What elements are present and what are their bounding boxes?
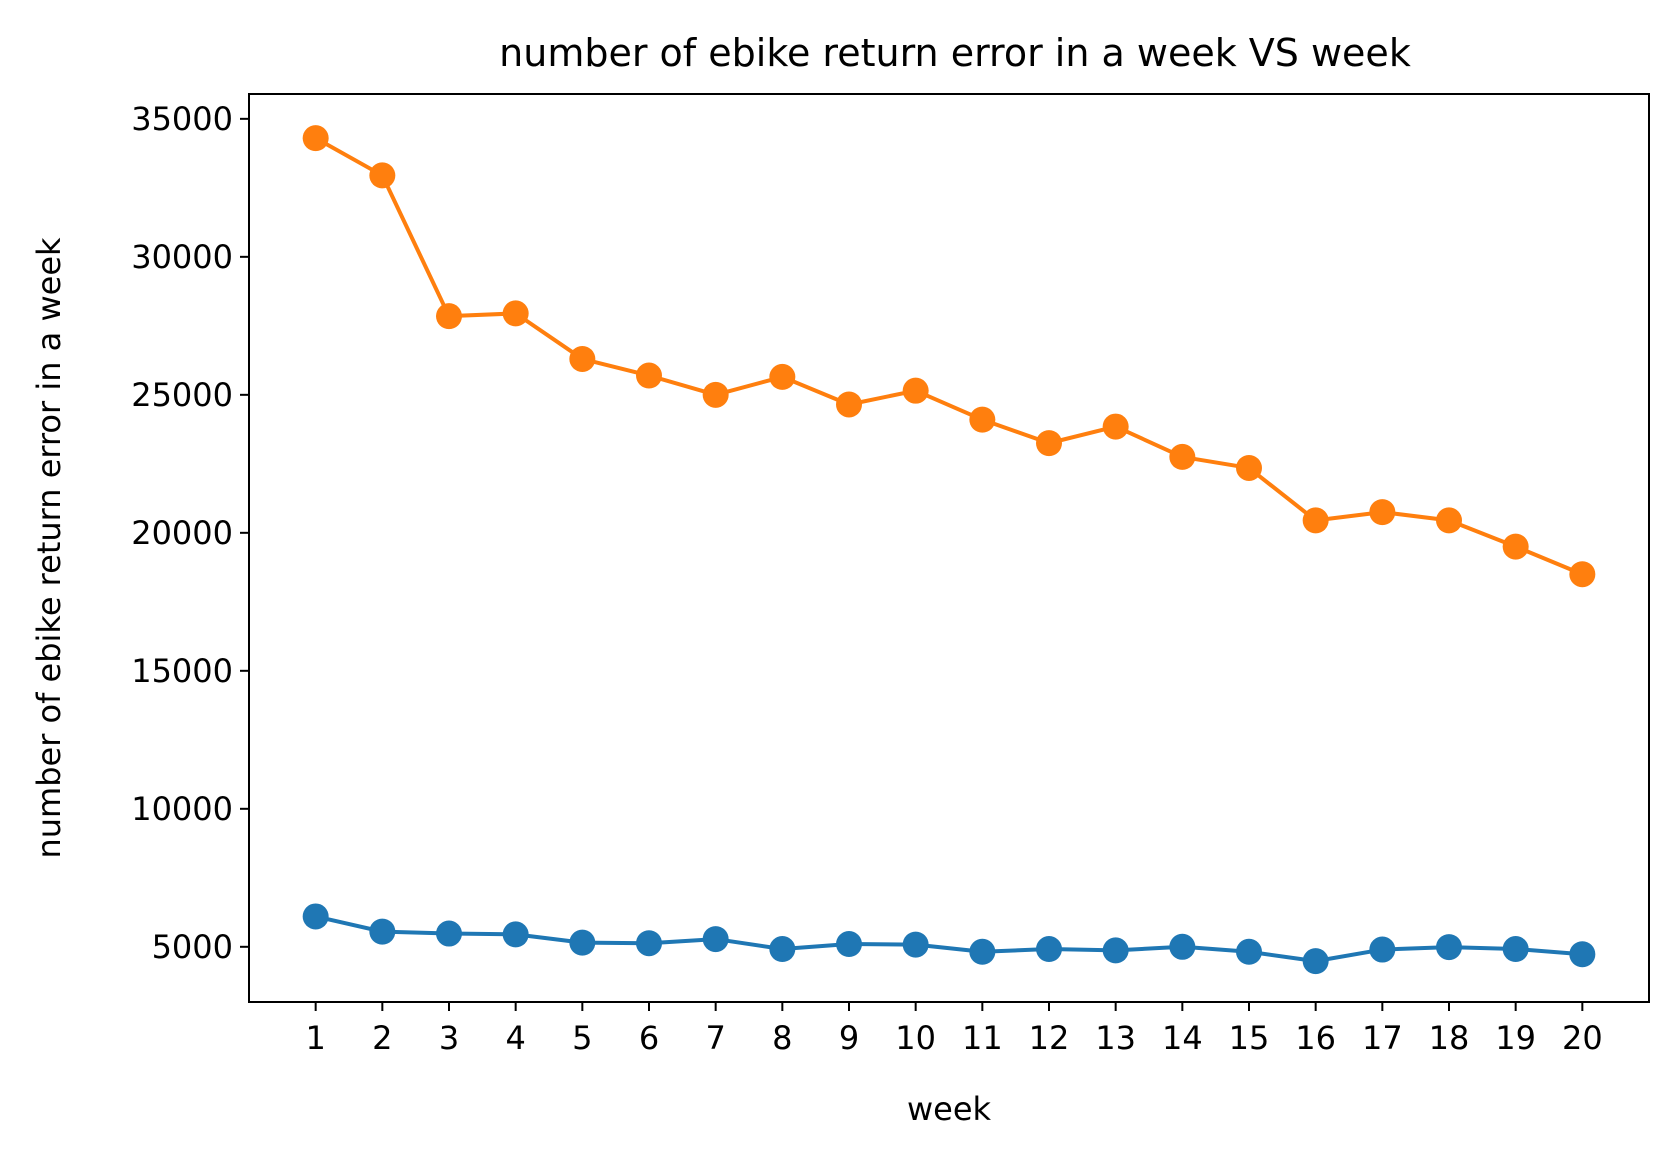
series-1-point xyxy=(1102,937,1129,964)
y-tick-label: 25000 xyxy=(131,376,233,414)
x-tick-label: 17 xyxy=(1362,1019,1403,1057)
series-0-point xyxy=(1236,454,1262,481)
y-axis: 5000 10000 15000 20000 25000 30000 35000 xyxy=(131,100,249,966)
series-0-point xyxy=(1169,443,1196,470)
series-1-point xyxy=(436,920,462,947)
series-0-point xyxy=(436,303,462,330)
series-0-point xyxy=(969,406,996,433)
series-layer xyxy=(302,125,1596,975)
y-tick-label: 20000 xyxy=(131,514,233,552)
series-0-point xyxy=(836,391,862,418)
x-tick-label: 8 xyxy=(772,1019,792,1057)
series-1-point xyxy=(1436,934,1462,961)
x-tick-label: 10 xyxy=(895,1019,936,1057)
x-tick-label: 20 xyxy=(1562,1019,1603,1057)
series-0-point xyxy=(702,381,729,408)
series-1-point xyxy=(1036,936,1062,963)
x-tick-label: 9 xyxy=(839,1019,859,1057)
x-tick-label: 19 xyxy=(1495,1019,1536,1057)
x-tick-label: 15 xyxy=(1229,1019,1270,1057)
y-axis-label: number of ebike return error in a week xyxy=(30,237,68,859)
x-tick-label: 3 xyxy=(439,1019,459,1057)
series-1-point xyxy=(369,918,396,945)
y-tick-label: 15000 xyxy=(131,652,233,690)
series-0-point xyxy=(1302,507,1329,534)
series-0-point xyxy=(636,362,662,389)
series-1-point xyxy=(969,938,996,965)
x-tick-label: 2 xyxy=(372,1019,392,1057)
plot-frame xyxy=(248,93,1650,1003)
x-axis-label: week xyxy=(907,1090,992,1128)
series-0-point xyxy=(1436,507,1462,534)
series-0-point xyxy=(1369,499,1396,526)
series-0-point xyxy=(902,377,929,404)
series-1-point xyxy=(769,936,796,963)
series-1-point xyxy=(1569,941,1596,968)
x-tick-label: 1 xyxy=(305,1019,325,1057)
series-1-point xyxy=(302,903,329,930)
x-tick-label: 7 xyxy=(705,1019,725,1057)
x-tick-label: 14 xyxy=(1162,1019,1203,1057)
series-1-point xyxy=(1302,948,1329,975)
x-tick-label: 4 xyxy=(505,1019,525,1057)
series-1-point xyxy=(836,931,862,958)
series-1-point xyxy=(502,921,529,948)
series-0-point xyxy=(502,300,529,327)
series-0-point xyxy=(369,162,396,189)
x-tick-label: 11 xyxy=(962,1019,1003,1057)
x-tick-label: 16 xyxy=(1295,1019,1336,1057)
x-tick-label: 12 xyxy=(1029,1019,1070,1057)
series-1-point xyxy=(702,926,729,953)
series-1-point xyxy=(1369,936,1396,963)
y-tick-label: 30000 xyxy=(131,238,233,276)
series-0-point xyxy=(769,363,796,390)
series-1-point xyxy=(902,931,929,958)
series-0-point xyxy=(1502,533,1529,560)
x-tick-label: 18 xyxy=(1429,1019,1470,1057)
series-0-point xyxy=(302,125,329,152)
series-1-point xyxy=(636,930,662,957)
series-1-point xyxy=(1502,936,1529,963)
series-0-point xyxy=(1569,561,1596,588)
x-tick-label: 6 xyxy=(639,1019,659,1057)
series-0-point xyxy=(569,345,596,372)
series-1-point xyxy=(569,929,596,956)
y-tick-label: 10000 xyxy=(131,790,233,828)
chart-title: number of ebike return error in a week V… xyxy=(499,31,1411,75)
x-tick-label: 13 xyxy=(1095,1019,1136,1057)
series-1-point xyxy=(1169,933,1196,960)
series-0-point xyxy=(1036,430,1062,457)
x-tick-label: 5 xyxy=(572,1019,592,1057)
x-axis: 1 2 3 4 5 6 7 8 9 10 11 12 13 14 15 16 17 18 19 20 xyxy=(305,1002,1603,1057)
series-0-point xyxy=(1102,413,1129,440)
y-tick-label: 5000 xyxy=(152,928,233,966)
series-1-point xyxy=(1236,938,1262,965)
y-tick-label: 35000 xyxy=(131,100,233,138)
